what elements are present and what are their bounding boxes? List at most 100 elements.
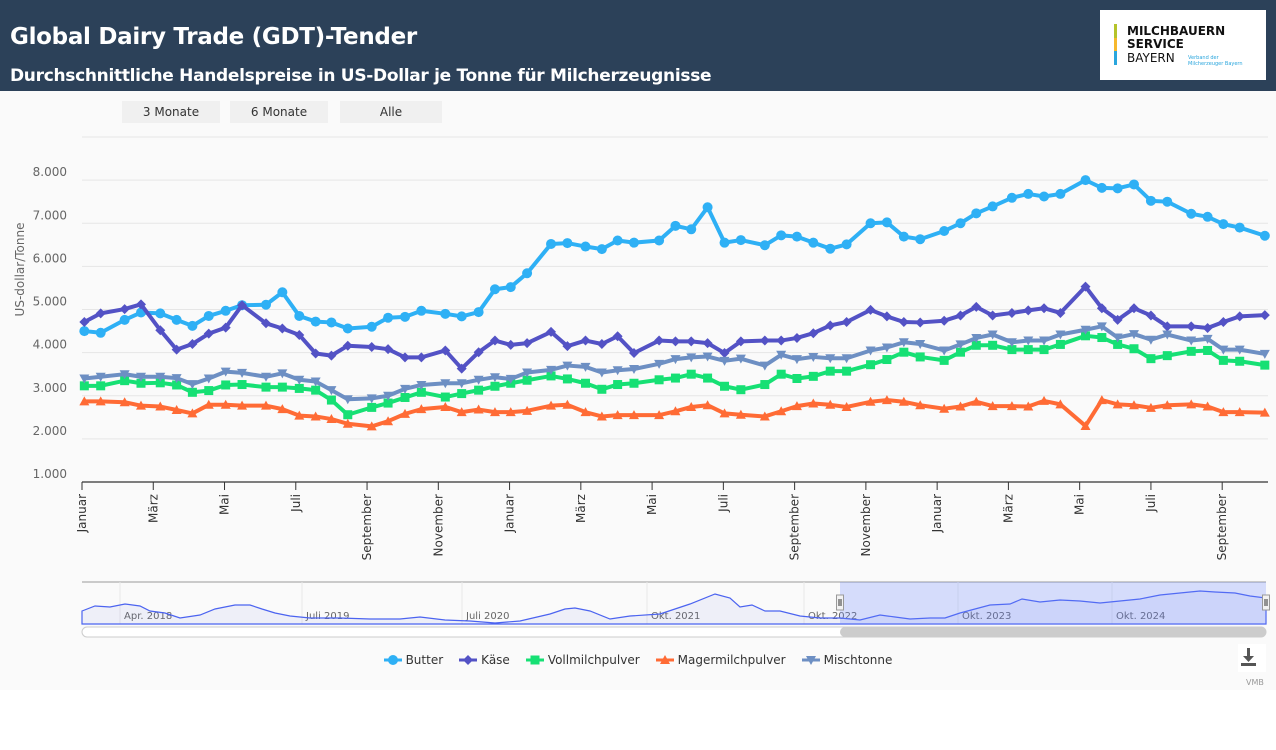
data-point[interactable] — [776, 350, 787, 360]
data-point[interactable] — [342, 323, 353, 334]
data-point[interactable] — [971, 333, 982, 343]
data-point[interactable] — [702, 338, 713, 349]
data-point[interactable] — [440, 379, 451, 389]
data-point[interactable] — [294, 410, 305, 420]
data-point[interactable] — [866, 360, 876, 370]
data-point[interactable] — [546, 371, 556, 381]
data-point[interactable] — [987, 201, 998, 212]
data-point[interactable] — [865, 346, 876, 356]
data-point[interactable] — [1055, 339, 1065, 349]
data-point[interactable] — [416, 387, 426, 397]
data-point[interactable] — [612, 410, 623, 420]
data-point[interactable] — [1129, 344, 1139, 354]
data-point[interactable] — [562, 341, 573, 352]
data-point[interactable] — [119, 304, 130, 315]
data-point[interactable] — [187, 320, 198, 331]
data-point[interactable] — [881, 217, 892, 228]
data-point[interactable] — [1146, 354, 1156, 364]
data-point[interactable] — [791, 231, 802, 242]
data-point[interactable] — [457, 389, 467, 399]
data-point[interactable] — [987, 401, 998, 411]
data-point[interactable] — [1112, 314, 1123, 325]
data-point[interactable] — [759, 240, 770, 251]
data-point[interactable] — [294, 375, 305, 385]
data-point[interactable] — [955, 310, 966, 321]
range-3-months-button[interactable]: 3 Monate — [122, 101, 220, 123]
data-point[interactable] — [237, 368, 248, 378]
data-point[interactable] — [686, 401, 697, 411]
data-point[interactable] — [237, 300, 248, 311]
data-point[interactable] — [825, 399, 836, 409]
data-point[interactable] — [628, 365, 639, 375]
data-point[interactable] — [79, 374, 90, 384]
data-point[interactable] — [629, 378, 639, 388]
data-point[interactable] — [736, 385, 746, 395]
data-point[interactable] — [842, 366, 852, 376]
data-point[interactable] — [1023, 345, 1033, 355]
data-point[interactable] — [95, 396, 106, 406]
data-point[interactable] — [136, 378, 146, 388]
data-point[interactable] — [825, 354, 836, 364]
data-point[interactable] — [79, 396, 90, 406]
data-point[interactable] — [612, 366, 623, 376]
data-point[interactable] — [440, 345, 451, 356]
data-point[interactable] — [1055, 330, 1066, 340]
data-point[interactable] — [1186, 208, 1197, 219]
data-point[interactable] — [898, 231, 909, 242]
data-point[interactable] — [915, 340, 926, 349]
data-point[interactable] — [841, 354, 852, 364]
data-point[interactable] — [260, 400, 271, 410]
data-point[interactable] — [1128, 179, 1139, 190]
data-point[interactable] — [776, 369, 786, 379]
data-point[interactable] — [1145, 335, 1156, 345]
data-point[interactable] — [1023, 336, 1034, 346]
data-point[interactable] — [580, 362, 591, 372]
data-point[interactable] — [260, 299, 271, 310]
data-point[interactable] — [1096, 322, 1107, 332]
data-point[interactable] — [720, 381, 730, 391]
data-point[interactable] — [581, 378, 591, 388]
data-point[interactable] — [383, 416, 394, 426]
data-point[interactable] — [237, 380, 247, 390]
data-point[interactable] — [702, 202, 713, 213]
data-point[interactable] — [260, 318, 271, 329]
data-point[interactable] — [1080, 281, 1091, 292]
data-point[interactable] — [686, 369, 696, 379]
data-point[interactable] — [881, 311, 892, 322]
range-6-months-button[interactable]: 6 Monate — [230, 101, 328, 123]
data-point[interactable] — [546, 326, 557, 337]
data-point[interactable] — [1039, 345, 1049, 355]
data-point[interactable] — [882, 355, 892, 365]
data-point[interactable] — [971, 301, 982, 312]
data-point[interactable] — [1096, 182, 1107, 193]
data-point[interactable] — [703, 373, 713, 383]
data-point[interactable] — [203, 310, 214, 321]
data-point[interactable] — [366, 421, 377, 431]
data-point[interactable] — [366, 321, 377, 332]
data-point[interactable] — [719, 356, 730, 366]
data-point[interactable] — [79, 317, 90, 328]
data-point[interactable] — [310, 377, 321, 387]
data-point[interactable] — [1218, 345, 1229, 355]
data-point[interactable] — [562, 399, 573, 409]
data-point[interactable] — [580, 335, 591, 346]
data-point[interactable] — [865, 304, 876, 315]
data-point[interactable] — [808, 371, 818, 381]
data-point[interactable] — [776, 230, 787, 241]
data-point[interactable] — [899, 347, 909, 357]
data-point[interactable] — [277, 323, 288, 334]
data-point[interactable] — [367, 402, 377, 412]
data-point[interactable] — [155, 325, 166, 336]
data-point[interactable] — [119, 370, 130, 380]
data-point[interactable] — [562, 361, 573, 371]
data-point[interactable] — [654, 410, 665, 420]
data-point[interactable] — [456, 363, 467, 374]
data-point[interactable] — [596, 411, 607, 421]
data-point[interactable] — [670, 406, 681, 416]
data-point[interactable] — [719, 348, 730, 359]
data-point[interactable] — [1218, 407, 1229, 417]
data-point[interactable] — [79, 381, 89, 391]
data-point[interactable] — [1023, 401, 1034, 411]
data-point[interactable] — [1006, 192, 1017, 203]
data-point[interactable] — [294, 329, 305, 340]
